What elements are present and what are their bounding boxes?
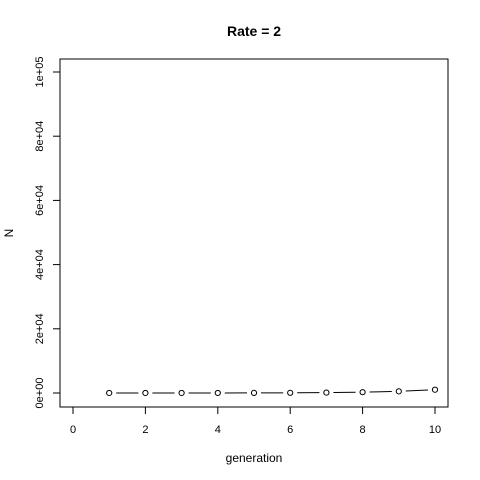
data-point (395, 388, 402, 395)
data-point (287, 389, 294, 396)
y-tick-label: 8e+04 (34, 121, 46, 152)
data-point (323, 389, 330, 396)
plot-frame (59, 58, 449, 408)
y-tick-label: 0e+00 (34, 378, 46, 409)
x-tick-label: 8 (360, 424, 366, 436)
x-tick-label: 4 (215, 424, 221, 436)
data-point (178, 389, 185, 397)
data-point (214, 389, 221, 397)
series (106, 386, 439, 397)
data-point (359, 389, 366, 396)
chart-title: Rate = 2 (227, 23, 281, 39)
y-tick-label: 1e+05 (34, 57, 46, 88)
data-point (142, 389, 149, 397)
y-tick-label: 4e+04 (34, 249, 46, 280)
y-tick-label: 6e+04 (34, 185, 46, 216)
data-point (106, 389, 113, 397)
y-tick-label: 2e+04 (34, 313, 46, 344)
x-tick-label: 10 (429, 424, 441, 436)
series-segment (369, 391, 392, 393)
x-tick-label: 0 (70, 424, 76, 436)
x-tick-label: 2 (142, 424, 148, 436)
data-point (431, 386, 439, 393)
x-axis-label: generation (226, 451, 283, 465)
series-segment (405, 389, 429, 392)
x-tick-label: 6 (287, 424, 293, 436)
y-axis-label: N (2, 229, 16, 238)
data-point (250, 389, 258, 396)
